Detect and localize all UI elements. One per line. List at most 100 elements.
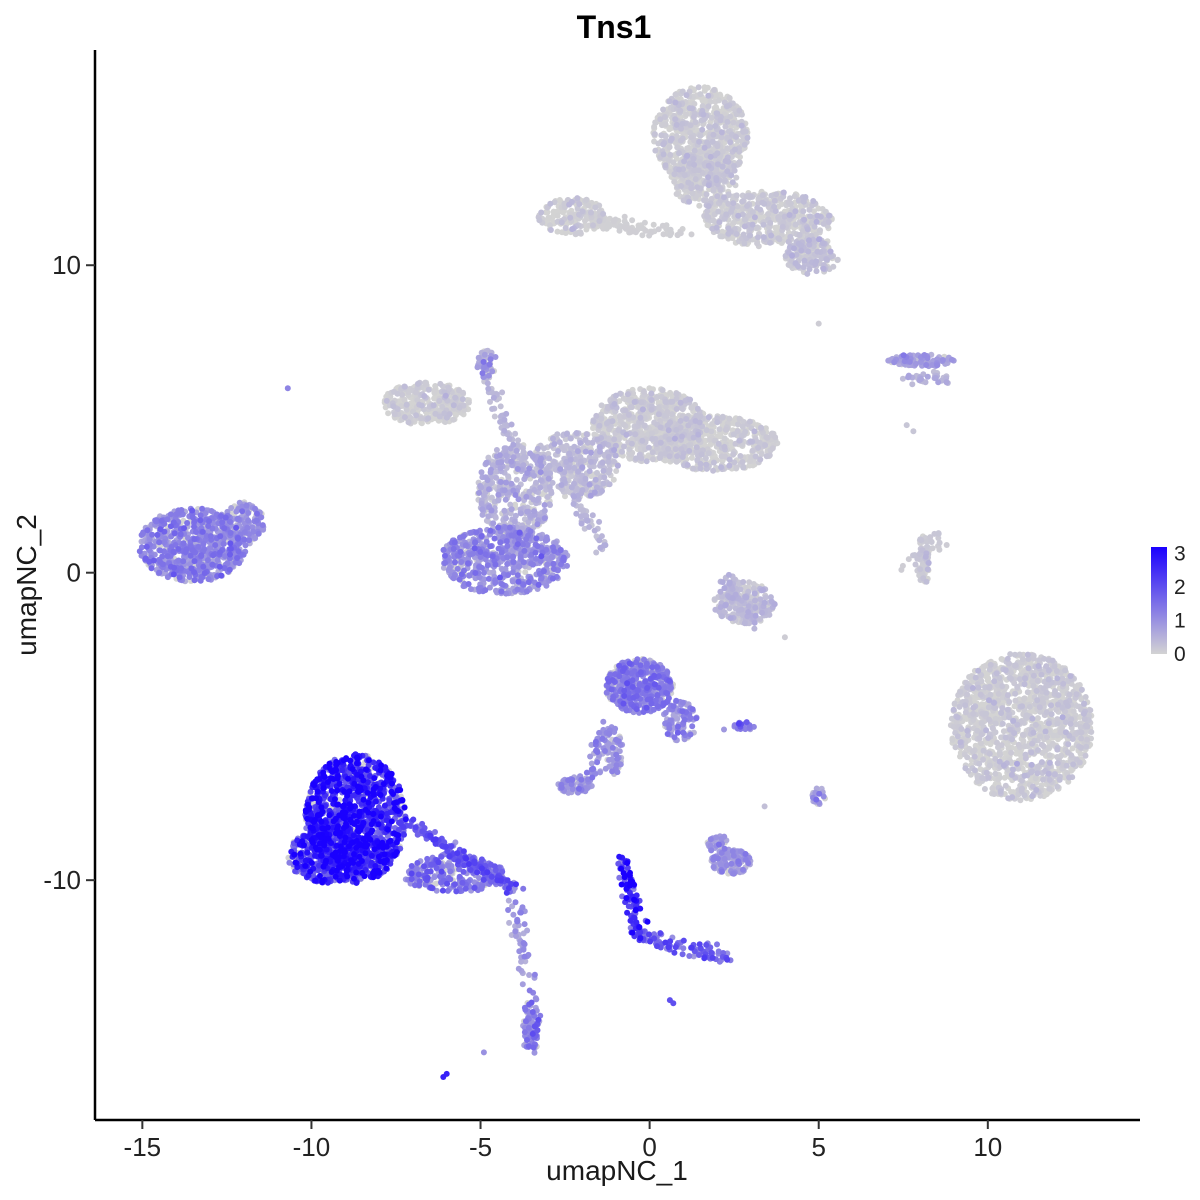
cell-point [385,410,392,417]
cell-point [659,122,665,129]
cell-point [1070,708,1077,715]
cell-point [522,569,529,576]
cell-point [987,691,994,698]
cell-point [626,446,633,453]
cell-point [1021,695,1027,702]
cell-point [422,379,429,386]
cell-point [616,224,623,231]
cell-point [970,710,977,717]
cell-point [1024,689,1031,696]
cell-point [726,94,733,101]
cell-point [943,542,950,548]
cell-point [711,87,717,93]
cell-point [621,213,628,220]
cell-point [1034,677,1041,684]
cell-point [999,683,1006,690]
cell-point [986,762,993,769]
cell-point [642,227,649,234]
cell-point [667,151,674,158]
cell-point [689,190,696,197]
cell-point [1054,783,1061,790]
cell-point [590,425,596,432]
cell-point [994,739,1000,746]
cell-point [964,691,971,698]
cell-point [554,212,561,219]
cell-point [936,539,943,546]
cell-point [629,217,636,224]
cell-point [674,232,681,238]
cell-point [456,387,462,394]
cell-point [719,414,726,421]
cell-point [787,200,794,207]
cell-point [661,412,668,419]
cell-point [648,229,655,236]
cell-point [1062,667,1069,674]
cell-point [992,770,999,777]
cell-point [673,390,680,397]
cell-point [910,428,917,435]
cell-point [765,211,771,217]
cell-point [736,415,743,422]
cell-point [727,113,734,120]
cell-point [716,426,723,433]
cell-point [627,404,634,411]
cell-point [610,476,617,483]
cell-point [562,493,568,500]
cell-point [1000,728,1007,735]
cell-point [671,178,678,185]
cell-point [626,397,633,404]
cell-point [978,731,985,738]
cell-point [545,214,552,221]
cell-point [613,468,620,474]
cell-point [1046,785,1053,792]
cell-point [1046,744,1053,750]
cell-point [830,263,837,270]
cell-point [715,208,722,215]
cell-point [1053,706,1060,713]
cell-point [431,387,438,394]
cell-point [688,404,695,411]
cell-point [512,501,519,508]
cell-point [1006,698,1013,705]
cell-point [1083,743,1090,750]
cell-point [715,97,722,104]
cell-point [781,634,788,641]
cell-point [787,195,793,202]
cell-point [437,380,444,387]
cell-point [688,231,695,238]
cell-point [704,84,711,91]
cell-point [717,233,724,240]
cell-point [577,229,584,236]
cell-point [746,579,753,586]
cell-point [1078,735,1085,742]
cell-point [1087,707,1094,714]
cell-point [582,217,588,224]
cell-point [450,416,457,423]
cell-point [792,221,799,228]
cell-point [710,186,717,193]
cell-point [985,704,992,711]
cell-point [989,725,996,731]
cell-point [1088,729,1095,735]
cell-point [1012,651,1018,658]
cell-point [655,226,662,233]
cell-point [705,450,712,457]
cell-point [763,434,770,441]
cell-point [1034,715,1041,722]
cell-point [1017,797,1024,804]
cell-point [660,231,667,238]
cell-points [136,84,1095,1080]
cell-point [742,216,748,223]
cell-point [1057,729,1064,736]
cell-point [742,428,749,435]
cell-point [652,119,659,126]
cell-point [659,387,666,394]
cell-point [730,451,737,458]
cell-point [1014,683,1021,690]
cell-point [1032,775,1039,782]
cell-point [688,454,695,461]
cell-point [726,415,733,422]
cell-point [632,229,639,236]
cell-point [583,196,590,203]
cell-point [769,445,776,452]
